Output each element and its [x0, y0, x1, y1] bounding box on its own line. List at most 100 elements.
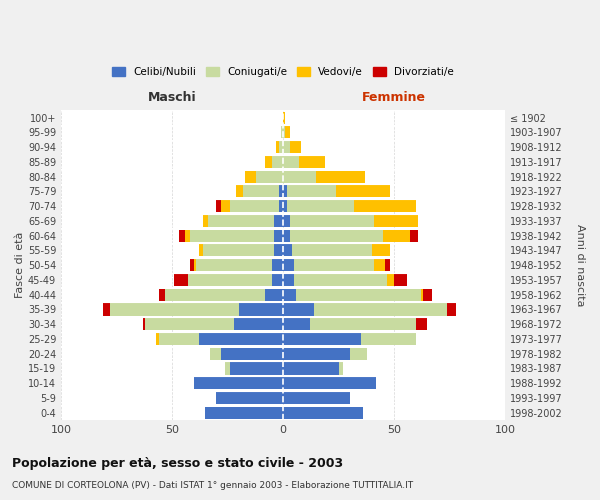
- Bar: [316, 170, 365, 182]
- Bar: [283, 244, 292, 256]
- Bar: [283, 274, 294, 286]
- Bar: [274, 215, 283, 227]
- Bar: [287, 200, 354, 212]
- Bar: [354, 200, 416, 212]
- Bar: [296, 288, 421, 301]
- Bar: [290, 141, 301, 153]
- Bar: [448, 304, 456, 316]
- Bar: [234, 318, 283, 330]
- Bar: [416, 318, 427, 330]
- Bar: [285, 126, 290, 138]
- Bar: [283, 377, 376, 390]
- Bar: [374, 215, 418, 227]
- Bar: [385, 259, 389, 271]
- Bar: [283, 348, 350, 360]
- Bar: [226, 362, 230, 374]
- Bar: [159, 288, 166, 301]
- Bar: [299, 156, 325, 168]
- Bar: [185, 230, 190, 241]
- Bar: [310, 318, 416, 330]
- Text: Popolazione per età, sesso e stato civile - 2003: Popolazione per età, sesso e stato civil…: [12, 458, 343, 470]
- Bar: [110, 304, 239, 316]
- Legend: Celibi/Nubili, Coniugati/e, Vedovi/e, Divorziati/e: Celibi/Nubili, Coniugati/e, Vedovi/e, Di…: [108, 63, 458, 81]
- Y-axis label: Fasce di età: Fasce di età: [15, 232, 25, 298]
- Bar: [265, 156, 272, 168]
- Bar: [350, 348, 367, 360]
- Bar: [423, 288, 432, 301]
- Bar: [274, 244, 283, 256]
- Y-axis label: Anni di nascita: Anni di nascita: [575, 224, 585, 306]
- Bar: [283, 126, 285, 138]
- Bar: [283, 392, 350, 404]
- Bar: [190, 259, 194, 271]
- Bar: [421, 288, 423, 301]
- Bar: [272, 156, 283, 168]
- Bar: [287, 186, 337, 198]
- Bar: [277, 141, 278, 153]
- Bar: [217, 200, 221, 212]
- Bar: [283, 186, 287, 198]
- Bar: [166, 288, 265, 301]
- Bar: [179, 230, 185, 241]
- Bar: [294, 274, 388, 286]
- Bar: [274, 230, 283, 241]
- Bar: [283, 230, 290, 241]
- Bar: [208, 215, 274, 227]
- Bar: [314, 304, 448, 316]
- Bar: [361, 333, 416, 345]
- Bar: [283, 156, 299, 168]
- Bar: [374, 259, 385, 271]
- Bar: [278, 141, 283, 153]
- Bar: [203, 215, 208, 227]
- Bar: [281, 126, 283, 138]
- Bar: [194, 259, 196, 271]
- Bar: [230, 362, 283, 374]
- Bar: [283, 362, 338, 374]
- Bar: [294, 259, 374, 271]
- Bar: [174, 274, 188, 286]
- Bar: [278, 200, 283, 212]
- Bar: [272, 274, 283, 286]
- Bar: [272, 259, 283, 271]
- Bar: [145, 318, 234, 330]
- Bar: [394, 274, 407, 286]
- Bar: [283, 215, 290, 227]
- Text: Maschi: Maschi: [148, 91, 196, 104]
- Bar: [188, 274, 272, 286]
- Bar: [103, 304, 110, 316]
- Bar: [337, 186, 389, 198]
- Bar: [388, 274, 394, 286]
- Bar: [236, 186, 243, 198]
- Bar: [194, 377, 283, 390]
- Bar: [256, 170, 283, 182]
- Bar: [159, 333, 199, 345]
- Bar: [283, 288, 296, 301]
- Bar: [283, 170, 316, 182]
- Bar: [283, 318, 310, 330]
- Bar: [203, 244, 274, 256]
- Bar: [230, 200, 278, 212]
- Bar: [283, 304, 314, 316]
- Bar: [190, 230, 274, 241]
- Bar: [278, 186, 283, 198]
- Bar: [199, 333, 283, 345]
- Bar: [292, 244, 372, 256]
- Bar: [205, 406, 283, 419]
- Bar: [199, 244, 203, 256]
- Bar: [410, 230, 418, 241]
- Bar: [283, 259, 294, 271]
- Bar: [221, 348, 283, 360]
- Bar: [283, 333, 361, 345]
- Bar: [245, 170, 256, 182]
- Bar: [283, 406, 363, 419]
- Bar: [283, 200, 287, 212]
- Bar: [196, 259, 272, 271]
- Bar: [338, 362, 343, 374]
- Text: Femmine: Femmine: [362, 91, 426, 104]
- Bar: [221, 200, 230, 212]
- Bar: [383, 230, 410, 241]
- Bar: [372, 244, 389, 256]
- Text: COMUNE DI CORTEOLONA (PV) - Dati ISTAT 1° gennaio 2003 - Elaborazione TUTTITALIA: COMUNE DI CORTEOLONA (PV) - Dati ISTAT 1…: [12, 481, 413, 490]
- Bar: [210, 348, 221, 360]
- Bar: [290, 215, 374, 227]
